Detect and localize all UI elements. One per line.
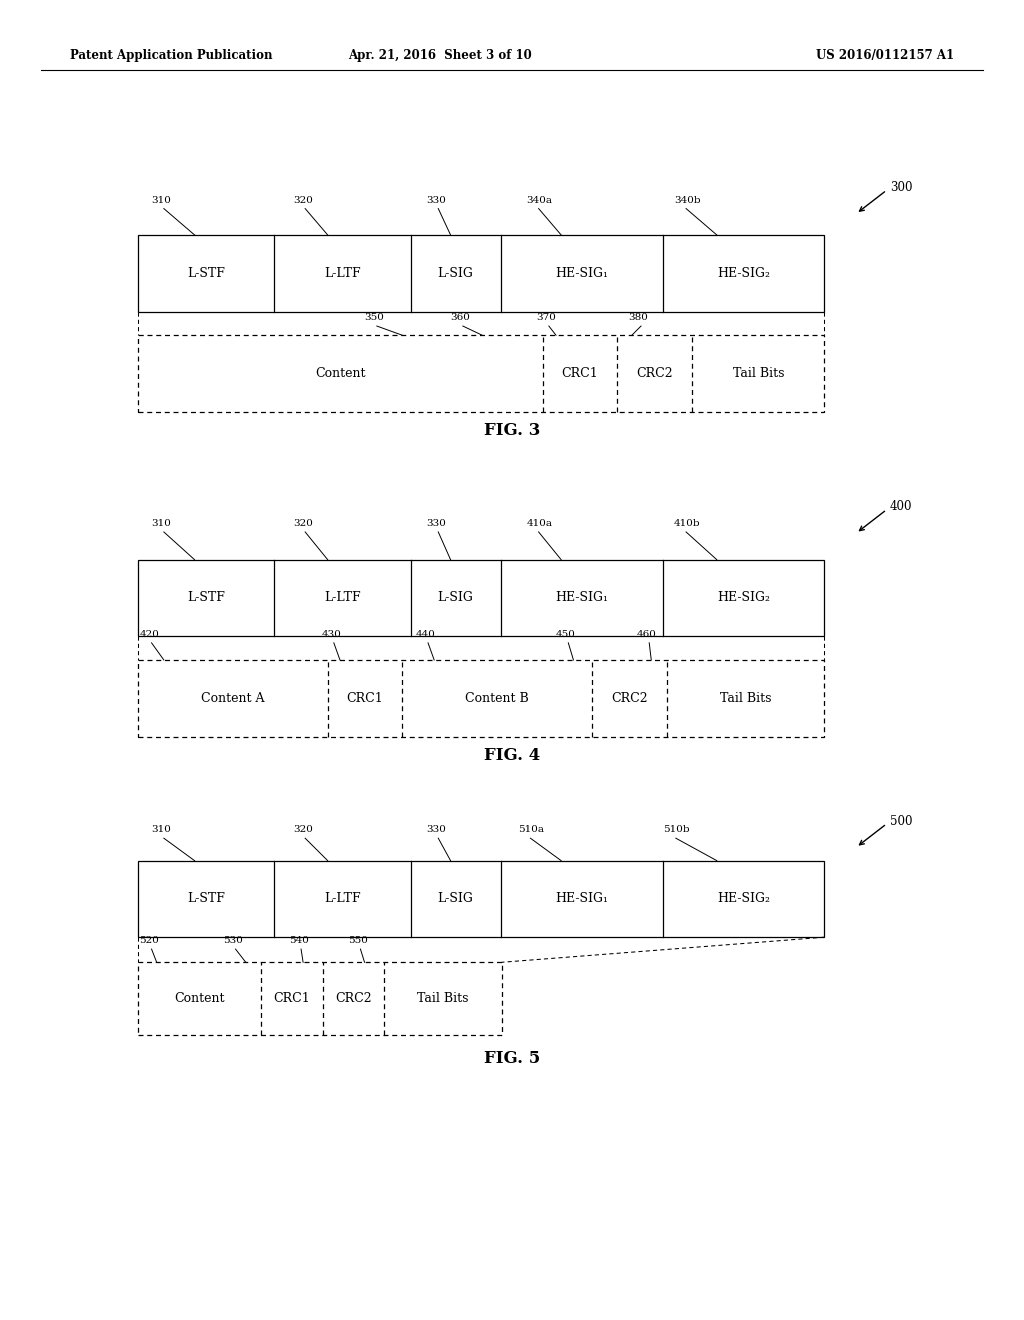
- Text: 330: 330: [426, 519, 445, 528]
- Text: Tail Bits: Tail Bits: [417, 993, 469, 1005]
- Text: 310: 310: [152, 519, 171, 528]
- Text: 410b: 410b: [674, 519, 700, 528]
- Bar: [138, 962, 502, 1035]
- Bar: [138, 560, 824, 636]
- Text: Tail Bits: Tail Bits: [732, 367, 784, 380]
- Text: HE-SIG₁: HE-SIG₁: [555, 591, 608, 605]
- Bar: [138, 335, 824, 412]
- Text: HE-SIG₁: HE-SIG₁: [555, 267, 608, 280]
- Text: CRC2: CRC2: [335, 993, 372, 1005]
- Text: L-SIG: L-SIG: [437, 267, 474, 280]
- Text: 350: 350: [365, 313, 384, 322]
- Text: US 2016/0112157 A1: US 2016/0112157 A1: [816, 49, 954, 62]
- Text: 370: 370: [537, 313, 556, 322]
- Text: 520: 520: [139, 936, 159, 945]
- Text: 410a: 410a: [526, 519, 552, 528]
- Text: 380: 380: [629, 313, 648, 322]
- Text: HE-SIG₂: HE-SIG₂: [717, 267, 770, 280]
- Text: L-LTF: L-LTF: [325, 591, 360, 605]
- Text: 550: 550: [348, 936, 368, 945]
- Text: L-SIG: L-SIG: [437, 591, 474, 605]
- Text: 510a: 510a: [518, 825, 544, 834]
- Text: CRC1: CRC1: [347, 692, 383, 705]
- Text: 510b: 510b: [664, 825, 690, 834]
- Text: HE-SIG₂: HE-SIG₂: [717, 892, 770, 906]
- Text: L-LTF: L-LTF: [325, 892, 360, 906]
- Text: 320: 320: [293, 825, 312, 834]
- Text: 310: 310: [152, 825, 171, 834]
- Text: 340a: 340a: [526, 195, 552, 205]
- Text: 400: 400: [890, 500, 912, 513]
- Text: CRC1: CRC1: [273, 993, 310, 1005]
- Text: FIG. 5: FIG. 5: [484, 1051, 540, 1067]
- Text: L-LTF: L-LTF: [325, 267, 360, 280]
- Text: Content A: Content A: [201, 692, 265, 705]
- Text: CRC2: CRC2: [637, 367, 673, 380]
- Text: L-STF: L-STF: [187, 591, 225, 605]
- Text: L-STF: L-STF: [187, 892, 225, 906]
- Text: Content B: Content B: [465, 692, 529, 705]
- Text: 330: 330: [426, 825, 445, 834]
- Text: FIG. 4: FIG. 4: [484, 747, 540, 763]
- Bar: [138, 660, 824, 737]
- Bar: [138, 861, 824, 937]
- Text: Content: Content: [315, 367, 366, 380]
- Text: CRC1: CRC1: [562, 367, 598, 380]
- Text: Tail Bits: Tail Bits: [720, 692, 771, 705]
- Text: 500: 500: [890, 814, 912, 828]
- Text: 340b: 340b: [674, 195, 700, 205]
- Text: HE-SIG₂: HE-SIG₂: [717, 591, 770, 605]
- Text: HE-SIG₁: HE-SIG₁: [555, 892, 608, 906]
- Text: 330: 330: [426, 195, 445, 205]
- Text: 430: 430: [322, 630, 341, 639]
- Text: FIG. 3: FIG. 3: [483, 422, 541, 438]
- Text: 360: 360: [451, 313, 470, 322]
- Text: L-SIG: L-SIG: [437, 892, 474, 906]
- Text: 460: 460: [637, 630, 656, 639]
- Text: 530: 530: [223, 936, 243, 945]
- Text: Content: Content: [174, 993, 225, 1005]
- Text: 440: 440: [416, 630, 435, 639]
- Text: 310: 310: [152, 195, 171, 205]
- Text: 450: 450: [556, 630, 575, 639]
- Text: 540: 540: [289, 936, 308, 945]
- Text: Patent Application Publication: Patent Application Publication: [70, 49, 272, 62]
- Text: Apr. 21, 2016  Sheet 3 of 10: Apr. 21, 2016 Sheet 3 of 10: [348, 49, 532, 62]
- Text: 420: 420: [139, 630, 159, 639]
- Text: CRC2: CRC2: [611, 692, 647, 705]
- Bar: [138, 235, 824, 312]
- Text: L-STF: L-STF: [187, 267, 225, 280]
- Text: 320: 320: [293, 195, 312, 205]
- Text: 300: 300: [890, 181, 912, 194]
- Text: 320: 320: [293, 519, 312, 528]
